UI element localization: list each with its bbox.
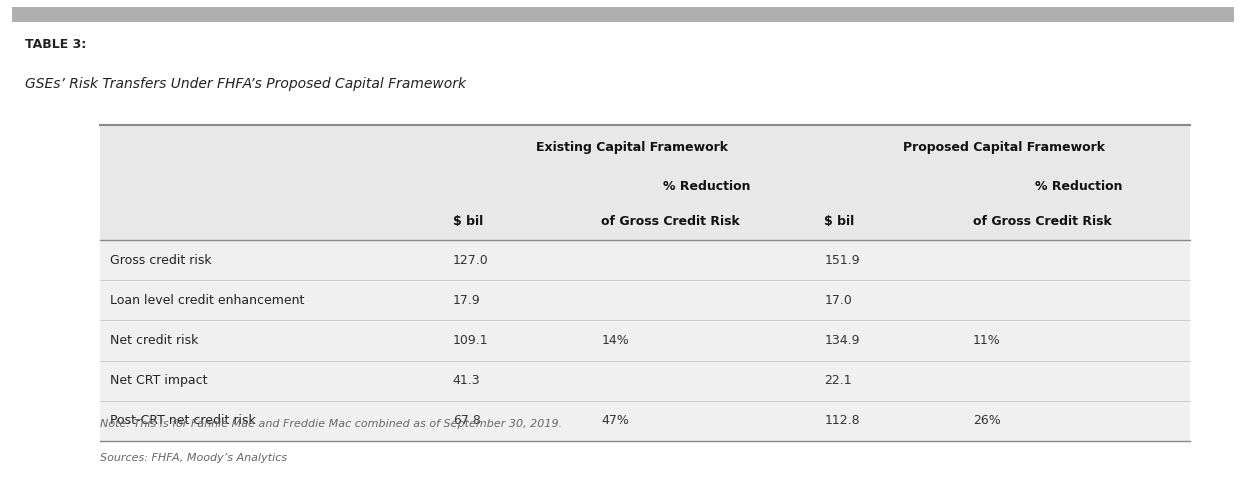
- Text: 151.9: 151.9: [825, 254, 860, 267]
- Text: 14%: 14%: [602, 334, 629, 347]
- Text: 67.8: 67.8: [452, 415, 481, 427]
- Text: Gross credit risk: Gross credit risk: [110, 254, 212, 267]
- Text: % Reduction: % Reduction: [663, 180, 750, 193]
- Text: Note: This is for Fannie Mae and Freddie Mac combined as of September 30, 2019.: Note: This is for Fannie Mae and Freddie…: [100, 419, 562, 429]
- Text: Net CRT impact: Net CRT impact: [110, 374, 207, 387]
- Text: % Reduction: % Reduction: [1034, 180, 1123, 193]
- Text: Post-CRT net credit risk: Post-CRT net credit risk: [110, 415, 255, 427]
- Text: 134.9: 134.9: [825, 334, 860, 347]
- Text: GSEs’ Risk Transfers Under FHFA’s Proposed Capital Framework: GSEs’ Risk Transfers Under FHFA’s Propos…: [25, 76, 466, 91]
- Text: Sources: FHFA, Moody’s Analytics: Sources: FHFA, Moody’s Analytics: [100, 453, 287, 463]
- Text: 17.9: 17.9: [452, 294, 481, 307]
- Text: 41.3: 41.3: [452, 374, 481, 387]
- Text: 127.0: 127.0: [452, 254, 488, 267]
- Text: TABLE 3:: TABLE 3:: [25, 38, 86, 51]
- Text: Net credit risk: Net credit risk: [110, 334, 198, 347]
- Text: Proposed Capital Framework: Proposed Capital Framework: [903, 141, 1105, 153]
- Text: 112.8: 112.8: [825, 415, 860, 427]
- Text: of Gross Credit Risk: of Gross Credit Risk: [602, 215, 740, 228]
- Text: Existing Capital Framework: Existing Capital Framework: [537, 141, 729, 153]
- Text: 109.1: 109.1: [452, 334, 488, 347]
- Text: $ bil: $ bil: [452, 215, 483, 228]
- Text: of Gross Credit Risk: of Gross Credit Risk: [973, 215, 1111, 228]
- FancyBboxPatch shape: [100, 240, 1190, 441]
- Text: 11%: 11%: [973, 334, 1001, 347]
- Text: 22.1: 22.1: [825, 374, 852, 387]
- Text: 26%: 26%: [973, 415, 1001, 427]
- Text: 47%: 47%: [602, 415, 629, 427]
- Text: 17.0: 17.0: [825, 294, 852, 307]
- FancyBboxPatch shape: [100, 125, 1190, 240]
- Text: Loan level credit enhancement: Loan level credit enhancement: [110, 294, 304, 307]
- Text: $ bil: $ bil: [825, 215, 855, 228]
